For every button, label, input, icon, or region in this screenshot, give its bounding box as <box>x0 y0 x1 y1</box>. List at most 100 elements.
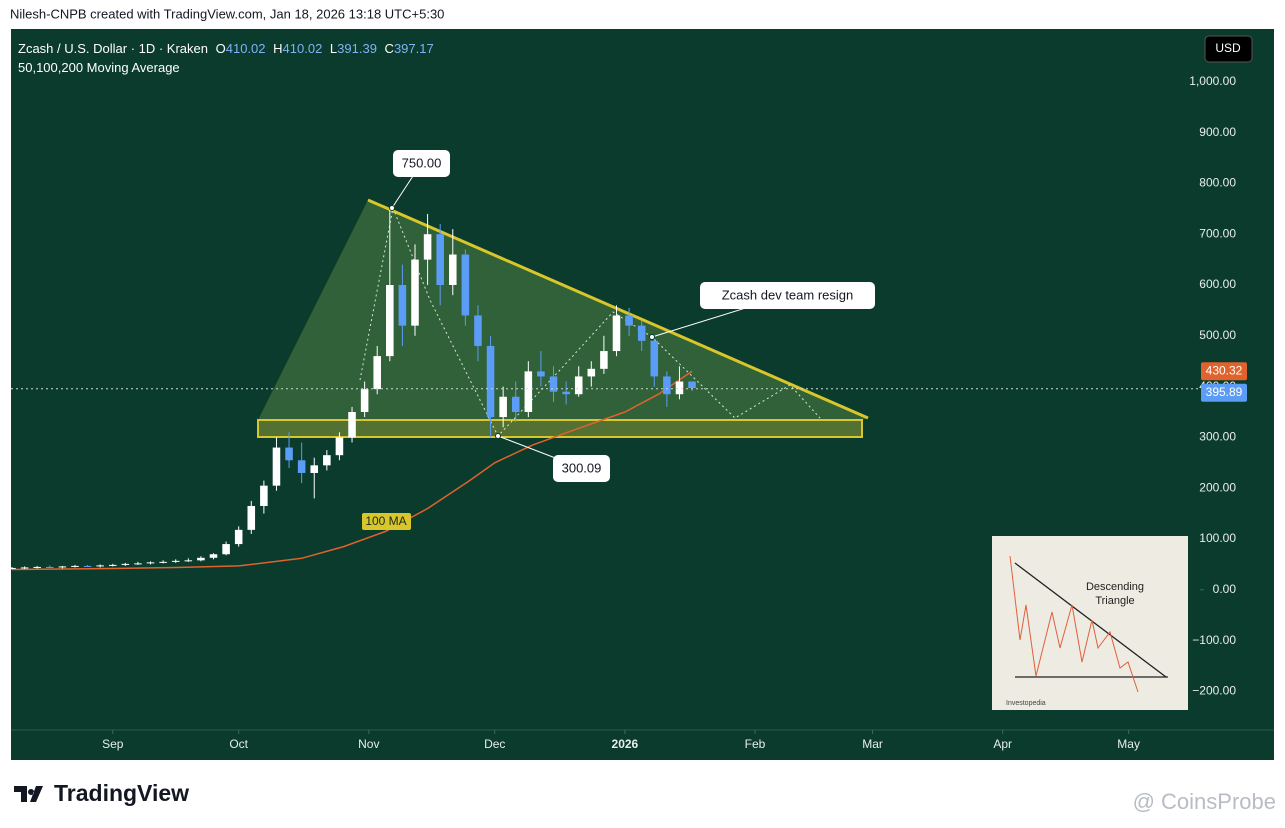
candle-body <box>612 315 621 352</box>
candle-body <box>499 396 507 418</box>
candle-body <box>184 560 193 562</box>
candle-body <box>323 455 331 466</box>
ohlc-label: C <box>384 41 394 56</box>
candle-body <box>260 485 268 506</box>
y-tick-label: 900.00 <box>1199 125 1236 139</box>
callout-label: 300.09 <box>562 460 602 475</box>
ohlc-value: 397.17 <box>393 41 434 56</box>
last-price-box <box>1201 383 1247 402</box>
candle-body <box>386 285 394 357</box>
candle-body <box>71 565 79 567</box>
x-tick-label: Sep <box>102 737 124 751</box>
header: Nilesh-CNPB created with TradingView.com… <box>10 6 444 21</box>
legend-title-row: Zcash / U.S. Dollar · 1D · Kraken O410.0… <box>18 39 438 58</box>
candle-body <box>272 447 281 486</box>
candle-body <box>121 563 130 565</box>
inset-title: Triangle <box>1095 595 1134 607</box>
candle-body <box>58 566 67 568</box>
candle-body <box>310 465 319 473</box>
logo-text: TradingView <box>54 780 189 806</box>
candle-body <box>348 412 356 438</box>
candle-body <box>197 557 205 561</box>
candle-body <box>562 391 570 395</box>
candle-body <box>297 460 306 473</box>
callout-dot <box>649 334 655 340</box>
moving-average-line <box>11 370 693 571</box>
last-price-label: 395.89 <box>1206 385 1243 399</box>
y-tick-label: −200.00 <box>1192 684 1236 698</box>
y-tick-label: −100.00 <box>1192 633 1236 647</box>
candle-body <box>171 560 180 562</box>
y-tick-label: 700.00 <box>1199 226 1236 240</box>
candle-body <box>411 259 419 326</box>
candle-body <box>33 566 41 568</box>
candle-body <box>398 285 407 326</box>
x-tick-label: Dec <box>484 737 505 751</box>
callout-dot <box>389 205 395 211</box>
callout-label: Zcash dev team resign <box>722 287 854 302</box>
candle-body <box>486 345 495 418</box>
candle-body <box>360 389 369 413</box>
candle-body <box>675 381 684 395</box>
y-tick-label: 600.00 <box>1199 277 1236 291</box>
legend: Zcash / U.S. Dollar · 1D · Kraken O410.0… <box>18 39 438 77</box>
candle-body <box>650 340 659 377</box>
y-tick-label: 800.00 <box>1199 176 1236 190</box>
candle-body <box>625 315 633 326</box>
candle-body <box>46 566 54 568</box>
candle-body <box>537 371 545 377</box>
y-tick-label: 500.00 <box>1199 328 1236 342</box>
candle-body <box>209 554 218 558</box>
y-tick-label: 300.00 <box>1199 430 1236 444</box>
candle-body <box>96 565 104 567</box>
candle-body <box>285 447 293 461</box>
projection-path <box>359 206 821 437</box>
currency-label: USD <box>1215 41 1241 55</box>
x-tick-label: Nov <box>358 737 379 751</box>
ma-tag: 100 MA <box>365 514 406 528</box>
candle-body <box>461 254 470 316</box>
candle-body <box>108 564 117 566</box>
candle-body <box>663 376 671 395</box>
inset-source: Investopedia <box>1006 700 1046 707</box>
y-tick-label: 200.00 <box>1199 480 1236 494</box>
logo-icon <box>14 786 43 802</box>
y-tick-label: 0.00 <box>1213 582 1237 596</box>
callout-box <box>553 455 610 482</box>
x-tick-label: Mar <box>862 737 883 751</box>
legend-subtitle: 50,100,200 Moving Average <box>18 60 180 75</box>
callout-label: 750.00 <box>402 155 442 170</box>
candle-body <box>159 561 167 563</box>
candle-body <box>688 381 696 389</box>
watermark: @ CoinsProbe <box>1133 789 1276 814</box>
ma-tag-box <box>362 513 411 530</box>
callout-dot <box>495 433 501 439</box>
candle-body <box>549 376 558 392</box>
candle-body <box>511 396 520 413</box>
ohlc-value: 391.39 <box>337 41 377 56</box>
candle-body <box>448 254 457 286</box>
x-tick-label: Oct <box>229 737 248 751</box>
candle-body <box>600 351 608 369</box>
candle-body <box>637 325 646 341</box>
support-band <box>257 419 863 438</box>
candle-body <box>83 565 92 567</box>
ohlc-value: 410.02 <box>225 41 266 56</box>
x-tick-label: May <box>1117 737 1140 751</box>
inset: Descending Triangle Investopedia <box>992 536 1188 710</box>
candle-body <box>8 567 16 569</box>
inset-bg <box>992 536 1188 710</box>
legend-title: Zcash / U.S. Dollar · 1D · Kraken <box>18 41 208 56</box>
candle-body <box>20 567 29 569</box>
x-tick-label: Feb <box>745 737 766 751</box>
candle-body <box>134 563 142 565</box>
candle-body <box>373 356 381 390</box>
candle-body <box>247 505 256 530</box>
candle-body <box>436 234 444 286</box>
resistance-line <box>367 198 869 420</box>
x-tick-label: 2026 <box>612 737 639 751</box>
candle-body <box>222 544 230 555</box>
inset-resistance <box>1014 562 1167 678</box>
